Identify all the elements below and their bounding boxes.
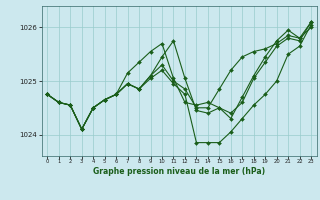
X-axis label: Graphe pression niveau de la mer (hPa): Graphe pression niveau de la mer (hPa) [93,167,265,176]
